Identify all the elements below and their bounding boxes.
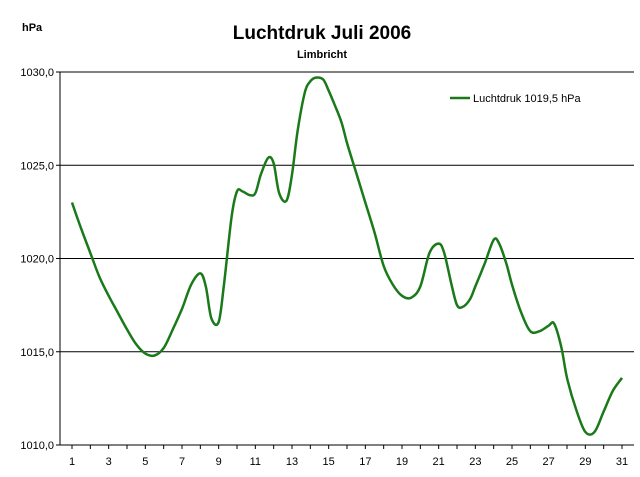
x-tick-label-2: 5 (142, 456, 148, 468)
y-tick-label-0: 1010,0 (20, 440, 54, 452)
x-tick-label-4: 9 (216, 456, 222, 468)
x-tick-label-12: 25 (506, 456, 518, 468)
x-axis-ticks: 1 3 5 7 9 11 13 15 17 19 21 23 25 27 29 31 (69, 445, 628, 468)
legend: Luchtdruk 1019,5 hPa (450, 93, 582, 105)
chart-subtitle: Limbricht (297, 49, 347, 61)
y-axis-unit-label: hPa (22, 22, 43, 34)
y-tick-label-2: 1020,0 (20, 254, 54, 266)
gridlines (60, 71, 634, 353)
series-line-0 (70, 76, 624, 436)
x-tick-label-3: 7 (179, 456, 185, 468)
y-tick-label-3: 1025,0 (20, 160, 54, 172)
x-tick-label-0: 1 (69, 456, 75, 468)
legend-entry-label: Luchtdruk 1019,5 hPa (473, 93, 582, 105)
x-tick-label-8: 17 (359, 456, 371, 468)
x-tick-label-10: 21 (433, 456, 445, 468)
y-tick-label-1: 1015,0 (20, 347, 54, 359)
series-layer (70, 76, 624, 436)
x-tick-label-1: 3 (106, 456, 112, 468)
y-tick-label-4: 1030,0 (20, 67, 54, 79)
x-tick-label-7: 15 (323, 456, 335, 468)
x-tick-label-6: 13 (286, 456, 298, 468)
y-axis-ticks: 1010,0 1015,0 1020,0 1025,0 1030,0 (20, 67, 60, 452)
x-tick-label-5: 11 (250, 456, 261, 468)
x-tick-label-11: 23 (469, 456, 481, 468)
x-tick-label-9: 19 (396, 456, 408, 468)
x-tick-label-14: 29 (579, 456, 591, 468)
x-tick-label-15: 31 (616, 456, 628, 468)
chart-title: Luchtdruk Juli 2006 (233, 23, 411, 44)
x-tick-label-13: 27 (543, 456, 555, 468)
